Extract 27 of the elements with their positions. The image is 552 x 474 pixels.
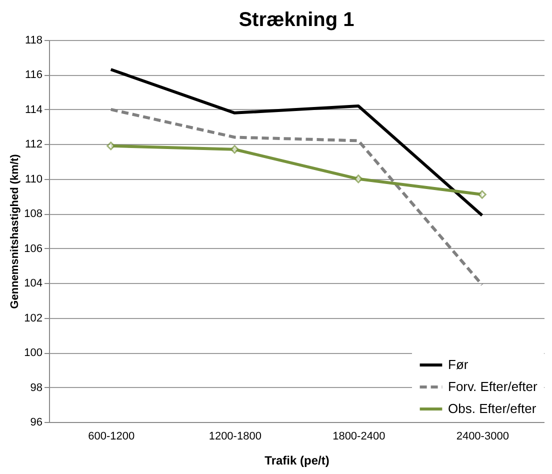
x-tick-label: 1800-2400 [332,430,386,442]
y-tick-label: 106 [24,242,42,255]
y-axis-title: Gennemsnitshastighed (km/t) [9,154,22,309]
line-series [109,108,484,286]
y-tick-label: 116 [24,69,42,82]
y-tick-label: 102 [24,312,42,324]
point [354,174,363,184]
point [230,145,239,154]
y-tick-label: 100 [24,347,42,360]
x-tick-label: 2400-3000 [456,430,509,442]
chart-title: Strækning 1 [238,9,354,31]
y-tick-label: 118 [24,34,42,46]
x-tick-label: 600-1200 [88,430,135,442]
y-tick-label: 96 [30,416,42,428]
point [478,190,486,199]
legend-label: Forv. Efter/efter [448,379,538,394]
x-tick-label: 1200-1800 [208,430,262,442]
legend-label: Før [448,357,469,372]
y-tick-label: 112 [24,138,42,151]
y-tick-label: 110 [24,173,42,186]
x-axis-title: Trafik (pe/t) [264,454,330,468]
y-tick-label: 114 [24,104,42,116]
y-tick-label: 104 [24,278,42,290]
line-series [109,68,484,217]
y-tick-label: 98 [30,382,42,394]
legend-label: Obs. Efter/efter [448,401,537,416]
y-tick-label: 108 [24,208,42,220]
